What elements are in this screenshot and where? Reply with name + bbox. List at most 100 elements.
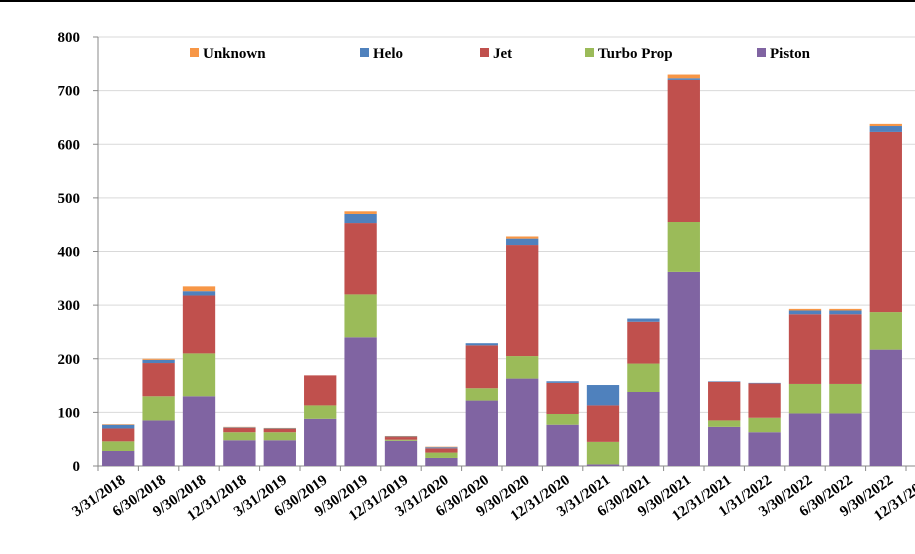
bar-segment <box>344 223 377 295</box>
bar-segment <box>667 271 700 466</box>
bar-segment <box>223 432 256 441</box>
bar-segment <box>304 405 337 419</box>
bar-segment <box>142 396 175 421</box>
legend-label: Piston <box>770 46 811 62</box>
bar-segment <box>182 286 216 292</box>
y-tick-label: 0 <box>73 459 81 475</box>
bar-segment <box>586 464 620 466</box>
bar-segment <box>667 74 700 79</box>
bar-segment <box>263 427 296 429</box>
legend-label: Helo <box>373 46 403 62</box>
bar-segment <box>869 312 902 350</box>
bar-segment <box>263 428 296 433</box>
bar-segment <box>869 349 902 466</box>
bar-segment <box>788 310 822 315</box>
bar-segment <box>748 417 781 433</box>
bar-segment <box>708 426 741 466</box>
bar-segment <box>667 222 700 272</box>
legend-swatch <box>360 48 369 57</box>
bar-segment <box>869 131 902 313</box>
bar-segment <box>546 413 579 425</box>
legend-swatch <box>757 48 766 57</box>
bar-segment <box>425 452 458 458</box>
bar-segment <box>344 211 377 214</box>
bar-segment <box>788 308 822 311</box>
bar-segment <box>425 447 458 449</box>
bar-segment <box>384 435 418 437</box>
bar-segment <box>627 391 660 466</box>
bar-segment <box>506 238 539 246</box>
bar-segment <box>506 356 539 379</box>
bar-segment <box>425 457 458 466</box>
bar-segment <box>142 420 175 466</box>
bar-segment <box>182 295 216 354</box>
bar-segment <box>788 413 822 466</box>
bar-segment <box>829 308 862 311</box>
bar-segment <box>142 363 175 397</box>
bar-segment <box>384 440 418 466</box>
bar-segment <box>182 291 216 296</box>
bar-segment <box>627 363 660 392</box>
bar-segment <box>425 446 458 448</box>
bar-segment <box>465 388 498 401</box>
y-tick-label: 400 <box>58 245 81 261</box>
y-tick-label: 100 <box>58 405 81 421</box>
bar-segment <box>748 432 781 466</box>
bar-segment <box>708 381 741 421</box>
bar-segment <box>546 424 579 466</box>
bar-segment <box>102 450 135 466</box>
bar-segment <box>182 353 216 397</box>
legend-swatch <box>585 48 594 57</box>
bar-segment <box>627 321 660 364</box>
bar-segment <box>263 432 296 441</box>
bar-segment <box>788 314 822 384</box>
bar-segment <box>506 378 539 466</box>
bar-segment <box>708 420 741 427</box>
bar-segment <box>102 441 135 451</box>
bar-segment <box>384 436 418 438</box>
bar-segment <box>465 345 498 389</box>
bar-segment <box>142 358 175 360</box>
bar-segment <box>304 418 337 466</box>
legend-label: Jet <box>493 46 512 62</box>
bar-segment <box>102 424 135 425</box>
bar-segment <box>263 428 296 429</box>
legend-swatch <box>480 48 489 57</box>
bar-segment <box>748 383 781 418</box>
bar-segment <box>667 78 700 80</box>
bar-segment <box>506 236 539 239</box>
bar-segment <box>627 318 660 322</box>
y-tick-label: 600 <box>58 137 81 153</box>
bar-segment <box>182 396 216 466</box>
bar-segment <box>869 126 902 132</box>
y-tick-label: 200 <box>58 352 81 368</box>
bar-segment <box>829 310 862 315</box>
bar-segment <box>102 428 135 442</box>
bar-segment <box>384 439 418 441</box>
y-tick-label: 300 <box>58 298 81 314</box>
bar-segment <box>425 448 458 453</box>
bar-segment <box>586 405 620 442</box>
bar-segment <box>506 245 539 357</box>
y-tick-label: 700 <box>58 84 81 100</box>
bar-segment <box>304 375 337 406</box>
bar-segment <box>223 426 256 428</box>
bar-segment <box>586 385 620 406</box>
bar-segment <box>708 381 741 382</box>
bar-segment <box>829 314 862 384</box>
legend-swatch <box>190 48 199 57</box>
bar-segment <box>102 424 135 429</box>
bar-segment <box>586 441 620 465</box>
bar-segment <box>263 440 296 466</box>
bar-segment <box>465 343 498 346</box>
y-tick-label: 800 <box>58 30 81 46</box>
bar-segment <box>384 437 418 440</box>
legend-label: Unknown <box>203 46 266 62</box>
bar-segment <box>344 294 377 338</box>
y-tick-label: 500 <box>58 191 81 207</box>
bar-segment <box>829 383 862 414</box>
bar-segment <box>546 382 579 414</box>
bar-segment <box>223 427 256 428</box>
bar-segment <box>344 337 377 466</box>
